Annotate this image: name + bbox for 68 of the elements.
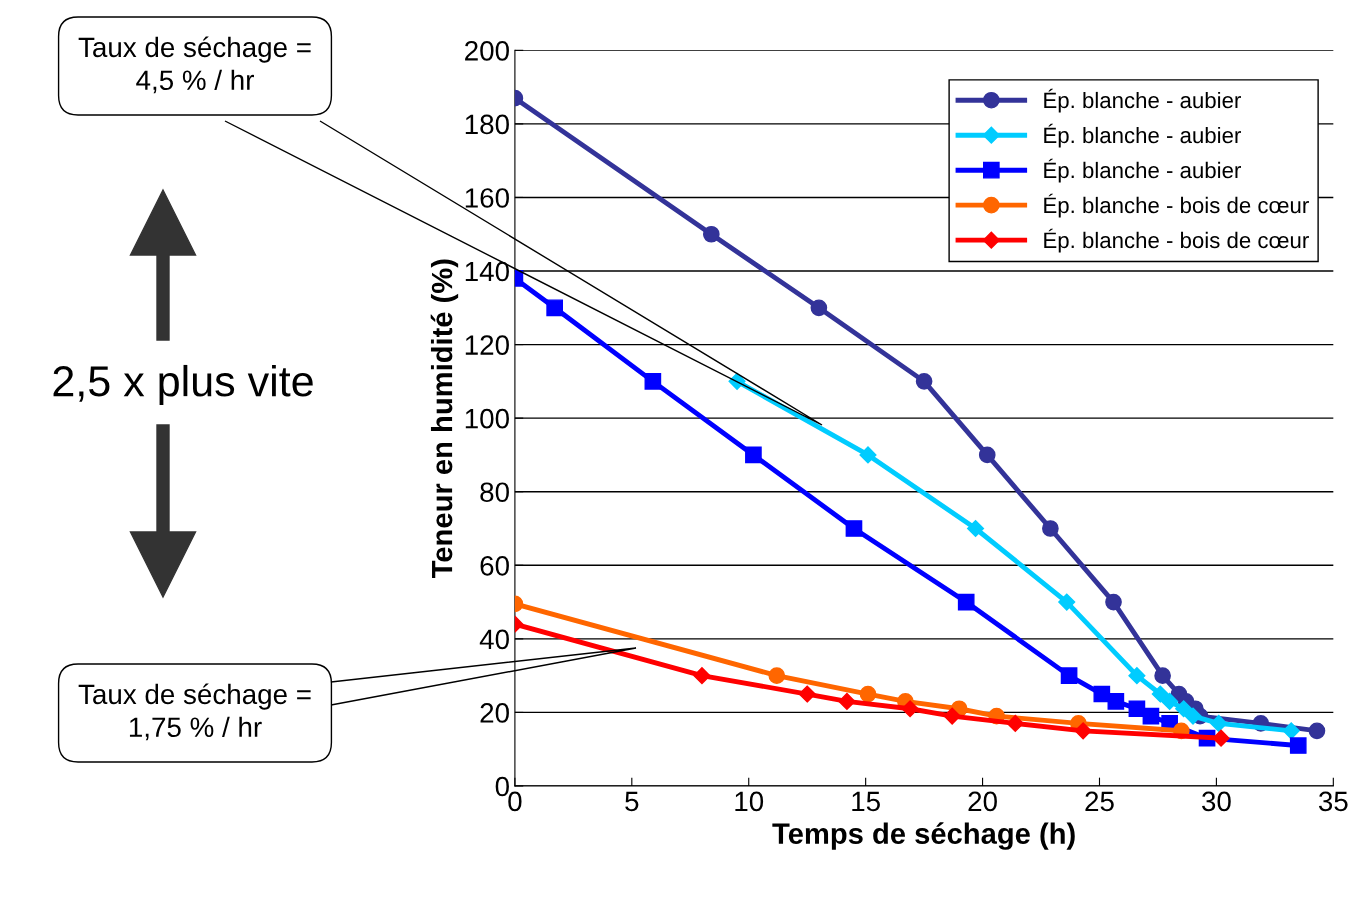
point [1042, 520, 1059, 537]
point [1128, 700, 1146, 718]
legend-label: Ép. blanche - aubier [1044, 123, 1241, 148]
point [1105, 593, 1122, 611]
text: 2,5 x plus vite [53, 364, 313, 406]
y-axis-title: Teneur en humidité (%) [430, 259, 459, 578]
y-tick-label: 0 [495, 776, 509, 797]
point [859, 446, 877, 464]
point [1210, 714, 1228, 733]
point [1107, 693, 1125, 710]
x-tick-label: 30 [1202, 791, 1231, 812]
point [1074, 722, 1092, 740]
point [845, 520, 863, 537]
x-tick-label: 35 [1318, 791, 1348, 812]
point [967, 519, 985, 538]
point [1006, 714, 1024, 733]
point [702, 225, 720, 243]
y-tick-label: 20 [480, 703, 509, 723]
point [943, 707, 961, 725]
legend-label: Ép. blanche - bois de cœur [1044, 193, 1309, 218]
point [745, 446, 762, 464]
point [1060, 667, 1078, 684]
x-tick-label: 25 [1085, 791, 1114, 812]
point [1154, 667, 1171, 684]
y-tick-label: 200 [465, 40, 509, 61]
point [1212, 729, 1230, 747]
x-tick-label: 10 [735, 791, 764, 812]
x-tick-label: 0 [508, 791, 522, 812]
point [1151, 685, 1169, 703]
point [1161, 692, 1179, 710]
point [1175, 700, 1193, 718]
point [901, 700, 919, 718]
point [1184, 707, 1202, 725]
point [810, 299, 828, 317]
point [768, 667, 786, 684]
y-tick-label: 160 [465, 188, 509, 208]
point [1142, 707, 1160, 725]
y-tick-label: 100 [465, 408, 509, 429]
point [693, 667, 711, 685]
point [978, 446, 996, 464]
point [859, 685, 877, 703]
point [644, 373, 662, 390]
point [957, 593, 975, 611]
legend-label: Ép. blanche - bois de cœur [1044, 228, 1309, 253]
point [1289, 737, 1307, 754]
x-tick-label: 20 [968, 791, 997, 812]
y-tick-label: 120 [465, 335, 509, 355]
point [1282, 722, 1300, 740]
y-tick-label: 140 [465, 261, 509, 282]
point [1058, 593, 1076, 611]
x-axis-title: Temps de séchage (h) [772, 822, 1075, 850]
legend-label: Ép. blanche - aubier [1044, 88, 1241, 113]
y-tick-label: 60 [480, 555, 509, 576]
point [546, 299, 563, 317]
point [1128, 667, 1146, 685]
point [838, 692, 856, 710]
x-tick-label: 15 [852, 791, 880, 812]
point [1093, 685, 1111, 703]
text: Taux de séchage = 4,5 % / hr [78, 36, 311, 94]
legend-label: Ép. blanche - aubier [1044, 158, 1241, 183]
x-tick-label: 5 [625, 791, 639, 812]
y-tick-label: 40 [479, 629, 509, 650]
y-tick-label: 180 [465, 114, 509, 135]
point [915, 373, 933, 390]
point [798, 685, 816, 703]
text: Taux de séchage = 1,75 % / hr [78, 683, 311, 741]
point [1308, 722, 1326, 740]
y-tick-label: 80 [480, 482, 509, 503]
